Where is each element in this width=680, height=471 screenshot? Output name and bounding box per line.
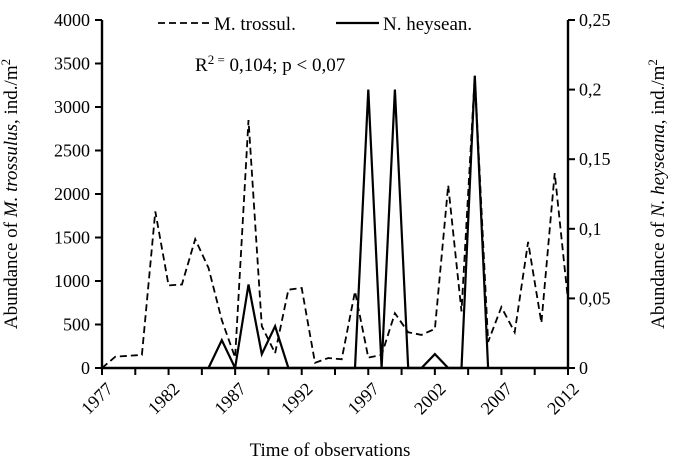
series-layer [101, 75, 569, 372]
y-axis-left-title: Abundance of M. trossulus, ind./m2 [0, 59, 22, 329]
legend-label-m-trossul: M. trossul. [214, 14, 296, 35]
y-axis-right-tick-label: 0,1 [579, 219, 602, 239]
x-axis-title: Time of observations [250, 440, 411, 461]
x-axis-tick-label: 2002 [410, 379, 450, 419]
y-axis-right-tick-label: 0,2 [579, 80, 602, 100]
y-axis-left-tick-label: 3500 [54, 54, 90, 74]
legend-label-n-heysean: N. heysean. [383, 14, 472, 35]
y-axis-left-tick-label: 4000 [54, 10, 90, 30]
y-axis-left-tick-label: 2000 [54, 184, 90, 204]
legend: M. trossul. N. heysean. [158, 14, 472, 35]
y-axis-left-tick-label: 500 [63, 315, 90, 335]
y-axis-left-tick-label: 3000 [54, 97, 90, 117]
x-axis-tick-label: 1977 [77, 379, 117, 419]
x-axis-tick-label: 1987 [210, 379, 250, 419]
x-axis-tick-label: 1992 [277, 379, 317, 419]
y-axis-right-tick-label: 0,15 [579, 149, 611, 169]
series-line-n--heysean- [207, 75, 490, 372]
series-line-m--trossul- [101, 75, 569, 369]
y-axis-left-tick-label: 1500 [54, 228, 90, 248]
x-axis-tick-label: 1997 [344, 379, 384, 419]
y-axis-right-title: Abundance of N. heyseana, ind./m2 [645, 59, 669, 329]
y-axis-left-tick-label: 2500 [54, 141, 90, 161]
x-axis-tick-label: 1982 [144, 379, 184, 419]
y-axis-left-tick-label: 1000 [54, 271, 90, 291]
y-axis-right-tick-label: 0 [579, 358, 588, 378]
y-axis-right-tick-label: 0,25 [579, 10, 611, 30]
x-axis-tick-label: 2012 [543, 379, 583, 419]
y-axis-right-tick-label: 0,05 [579, 288, 611, 308]
y-axis-left-tick-label: 0 [81, 358, 90, 378]
r-squared-annotation: R2 = 0,104; p < 0,07 [195, 52, 345, 76]
x-axis-tick-label: 2007 [477, 379, 517, 419]
